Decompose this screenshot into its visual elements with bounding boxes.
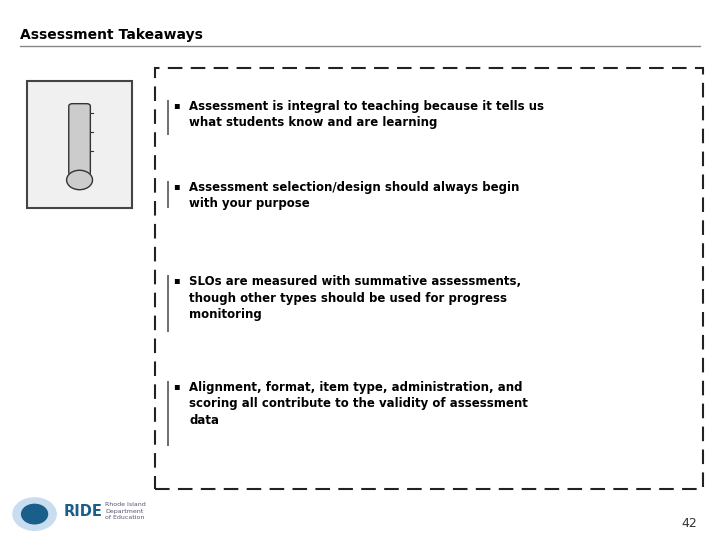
Text: Alignment, format, item type, administration, and
scoring all contribute to the : Alignment, format, item type, administra… <box>189 381 528 427</box>
Text: RIDE: RIDE <box>63 504 102 519</box>
FancyBboxPatch shape <box>27 81 132 208</box>
Circle shape <box>66 170 92 190</box>
Text: ▪: ▪ <box>173 381 179 391</box>
Text: Rhode Island
Department
of Education: Rhode Island Department of Education <box>105 502 146 521</box>
Circle shape <box>13 498 56 530</box>
Text: 42: 42 <box>681 517 697 530</box>
Text: SLOs are measured with summative assessments,
though other types should be used : SLOs are measured with summative assessm… <box>189 275 521 321</box>
FancyBboxPatch shape <box>68 104 91 175</box>
Text: Assessment Takeaways: Assessment Takeaways <box>20 28 203 42</box>
Text: Assessment selection/design should always begin
with your purpose: Assessment selection/design should alway… <box>189 181 520 211</box>
Text: ▪: ▪ <box>173 181 179 191</box>
Text: ▪: ▪ <box>173 275 179 286</box>
Text: ▪: ▪ <box>173 100 179 110</box>
Text: Assessment is integral to teaching because it tells us
what students know and ar: Assessment is integral to teaching becau… <box>189 100 544 130</box>
Circle shape <box>22 504 48 524</box>
